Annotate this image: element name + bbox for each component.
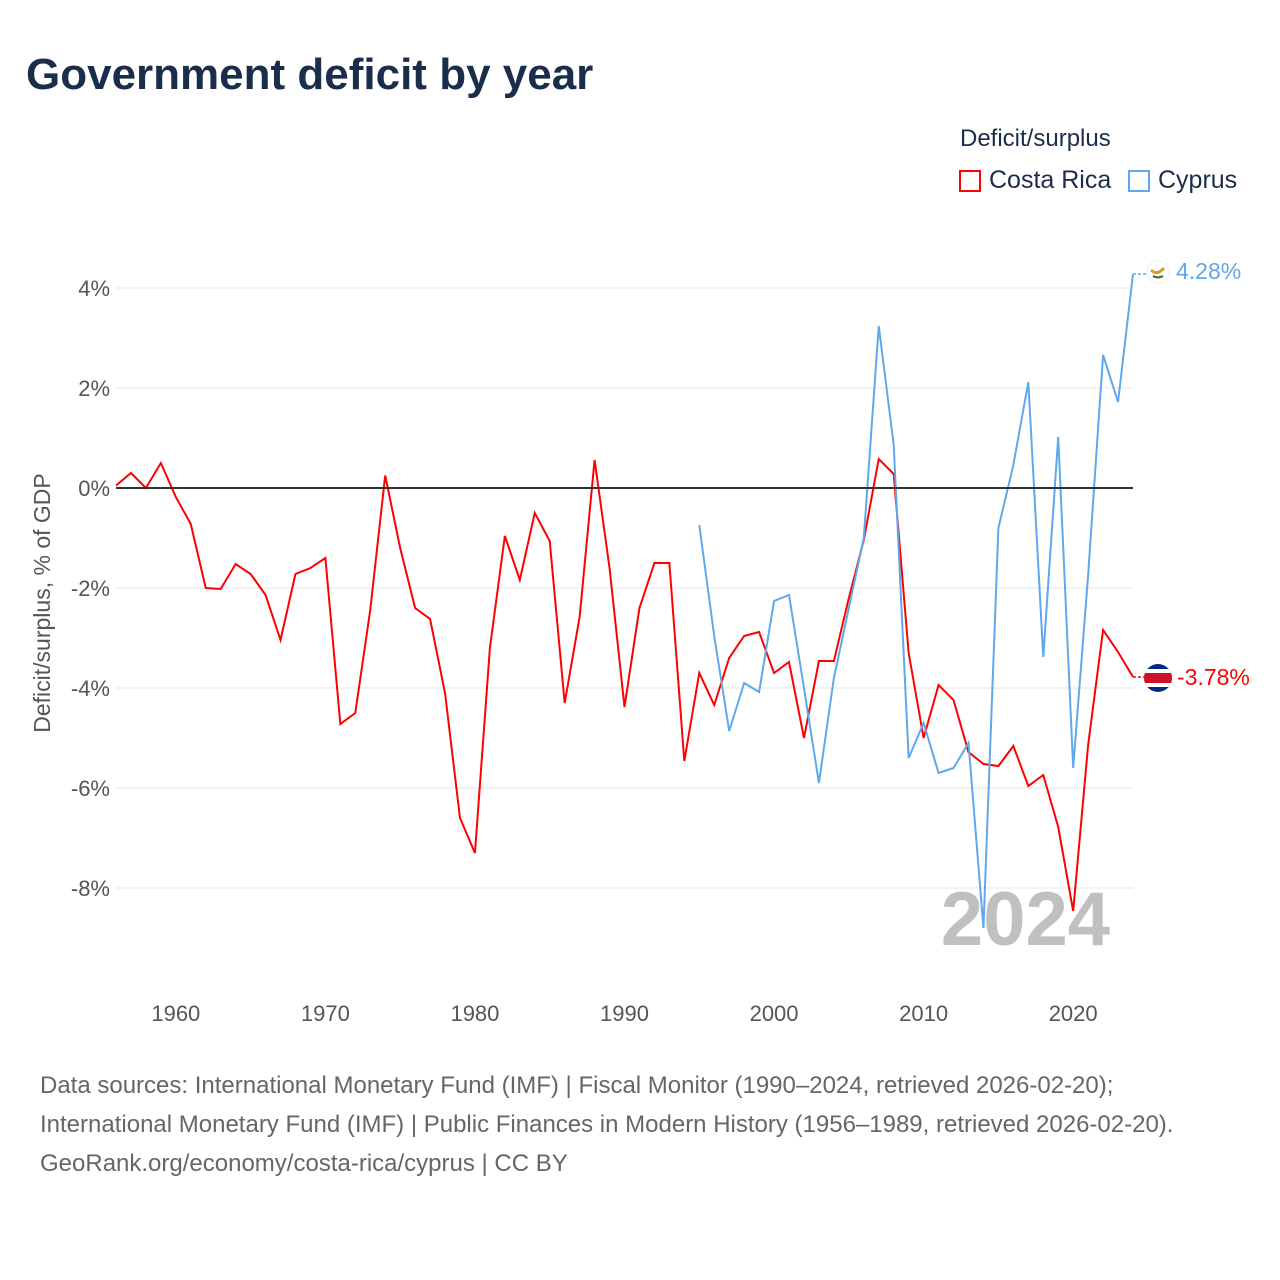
- legend-title: Deficit/surplus: [960, 125, 1111, 152]
- y-tick-label: 0%: [78, 476, 110, 501]
- legend-swatch-icon: [1128, 169, 1150, 192]
- cyprus-flag-icon: [1146, 260, 1170, 284]
- y-axis-label: Deficit/surplus, % of GDP: [29, 473, 55, 732]
- y-tick-label: -8%: [71, 876, 110, 901]
- x-tick-label: 1990: [600, 1001, 649, 1026]
- series-line-costa-rica: [115, 456, 1134, 912]
- costa-rica-end-label: -3.78%: [1177, 664, 1250, 690]
- y-tick-label: -4%: [71, 676, 110, 701]
- source-link[interactable]: GeoRank.org/economy/costa-rica/cyprus | …: [40, 1150, 568, 1177]
- legend-item-cyprus[interactable]: Cyprus: [1128, 166, 1237, 195]
- x-tick-label: 2000: [750, 1001, 799, 1026]
- series-line-cyprus: [698, 273, 1134, 929]
- legend-item-costa-rica[interactable]: Costa Rica: [959, 166, 1111, 195]
- footer: Data sources: International Monetary Fun…: [40, 1066, 1240, 1183]
- legend-label: Costa Rica: [989, 166, 1112, 194]
- line-chart: 4% 2% 0% -2% -4% -6% -8% 1960 1970 1980 1990 2000 20…: [29, 258, 1250, 1026]
- x-tick-label: 2010: [899, 1001, 948, 1026]
- legend-label: Cyprus: [1158, 166, 1238, 194]
- y-tick-label: 4%: [78, 276, 110, 301]
- legend-swatch-icon: [959, 169, 981, 192]
- cyprus-end-label: 4.28%: [1176, 258, 1241, 284]
- y-tick-label: 2%: [78, 376, 110, 401]
- x-tick-label: 1970: [301, 1001, 350, 1026]
- y-tick-label: -2%: [71, 576, 110, 601]
- data-sources: Data sources: International Monetary Fun…: [40, 1072, 1174, 1138]
- y-tick-label: -6%: [71, 776, 110, 801]
- costa-rica-flag-icon: [1144, 664, 1172, 692]
- x-tick-label: 1980: [450, 1001, 499, 1026]
- x-tick-label: 1960: [151, 1001, 200, 1026]
- page-title: Government deficit by year: [26, 50, 594, 99]
- year-watermark: 2024: [941, 877, 1110, 962]
- x-tick-label: 2020: [1049, 1001, 1098, 1026]
